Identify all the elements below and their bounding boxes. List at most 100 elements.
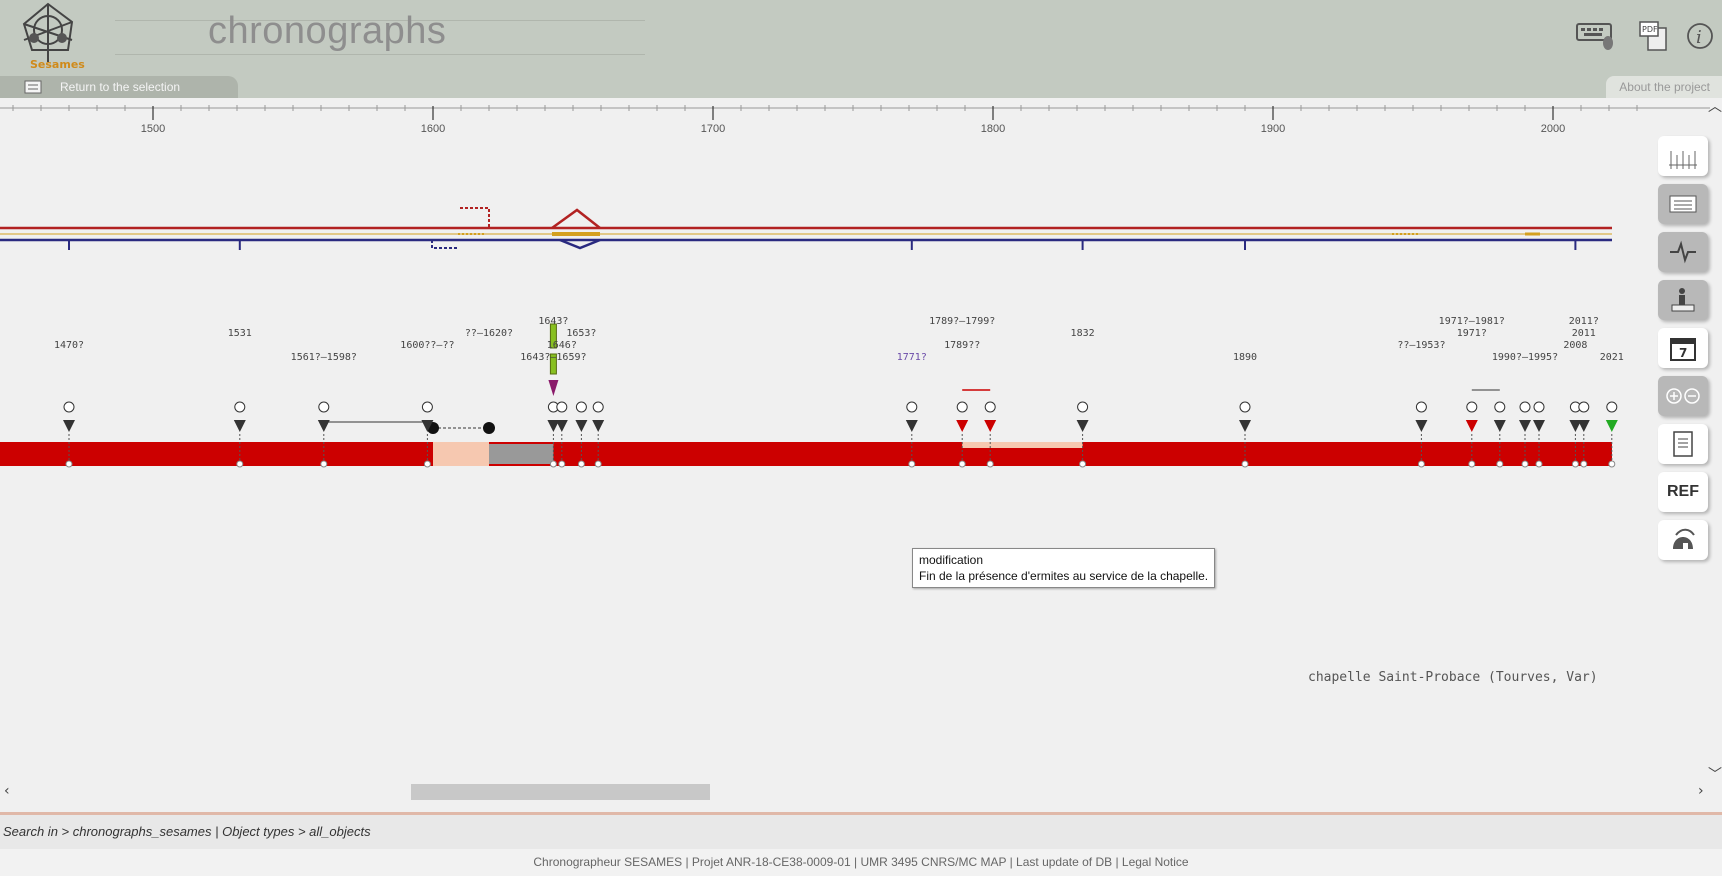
person-bar-button[interactable] bbox=[1658, 280, 1708, 320]
pdf-label: PDF bbox=[1642, 25, 1658, 34]
event-marker bbox=[547, 420, 560, 432]
pulse-chart-button[interactable] bbox=[1658, 232, 1708, 272]
event-label: 1971?–1981? bbox=[1439, 316, 1505, 327]
event-marker bbox=[1493, 420, 1506, 432]
timeline-scale-button[interactable] bbox=[1658, 136, 1708, 176]
timeline-canvas[interactable]: 1500 1600 1700 1800 1900 2000 1470? 1531 1561?–… bbox=[0, 98, 1722, 810]
event-anchor bbox=[320, 460, 328, 468]
event-anchor bbox=[577, 460, 585, 468]
event-anchor bbox=[1571, 460, 1579, 468]
event-anchor bbox=[1535, 460, 1543, 468]
event-label: 1653? bbox=[566, 328, 596, 339]
event-uncertainty-icon bbox=[1415, 401, 1427, 413]
scroll-down-arrow[interactable]: ﹀ bbox=[1708, 767, 1722, 783]
zoom-in-out-icon bbox=[1666, 388, 1700, 404]
event-label: ??–1620? bbox=[465, 328, 513, 339]
person-bar-icon bbox=[1671, 288, 1695, 312]
event-uncertainty-icon bbox=[984, 401, 996, 413]
summary-ticks bbox=[68, 240, 1577, 250]
horizontal-scrollbar[interactable]: ‹ › bbox=[0, 782, 1722, 804]
header: Sesames chronographs PDF i Return to the… bbox=[0, 0, 1722, 98]
info-icon[interactable]: i bbox=[1680, 18, 1720, 54]
event-uncertainty-icon bbox=[575, 401, 587, 413]
axis-tick-label: 1500 bbox=[141, 123, 165, 135]
event-marker bbox=[592, 420, 605, 432]
list-view-icon bbox=[1669, 195, 1697, 213]
pdf-icon[interactable]: PDF bbox=[1634, 18, 1674, 54]
event-label: ??–1953? bbox=[1397, 340, 1445, 351]
timeline-svg[interactable]: 1500 1600 1700 1800 1900 2000 1470? 1531 1561?–… bbox=[0, 98, 1722, 810]
footer-text: Chronographeur SESAMES | Projet ANR-18-C… bbox=[533, 855, 1189, 869]
helmet-button[interactable] bbox=[1658, 520, 1708, 560]
ref-button[interactable]: REF bbox=[1658, 472, 1708, 512]
event-anchor bbox=[1417, 460, 1425, 468]
event-uncertainty-icon bbox=[1519, 401, 1531, 413]
event-label: 2011 bbox=[1572, 328, 1596, 339]
event-anchor bbox=[236, 460, 244, 468]
document-button[interactable] bbox=[1658, 424, 1708, 464]
summary-track bbox=[0, 207, 1612, 250]
event-marker bbox=[1076, 420, 1089, 432]
event-anchor bbox=[1241, 460, 1249, 468]
event-uncertainty-icon bbox=[1606, 401, 1618, 413]
event-circle bbox=[483, 422, 495, 434]
event-label: 1990?–1995? bbox=[1492, 352, 1558, 363]
event-uncertainty-icon bbox=[592, 401, 604, 413]
page-title: chronographs bbox=[208, 10, 447, 52]
document-icon bbox=[1673, 431, 1693, 457]
tooltip-text: Fin de la présence d'ermites au service … bbox=[919, 569, 1209, 583]
event-marker bbox=[1415, 420, 1428, 432]
event-marker bbox=[1239, 420, 1251, 432]
event-anchor bbox=[1468, 460, 1476, 468]
grey-period-bar bbox=[489, 444, 554, 464]
uncertain-period-bar-2 bbox=[962, 442, 1083, 448]
list-view-button[interactable] bbox=[1658, 184, 1708, 224]
search-text: Search in > chronographs_sesames | Objec… bbox=[3, 824, 371, 839]
scrollbar-thumb[interactable] bbox=[411, 784, 710, 800]
event-label: 1789?–1799? bbox=[929, 316, 995, 327]
green-marker bbox=[549, 353, 557, 375]
event-marker bbox=[575, 420, 588, 432]
summary-blue-dots bbox=[431, 240, 458, 249]
scroll-right-arrow[interactable]: › bbox=[1698, 783, 1704, 799]
event-anchor bbox=[958, 460, 966, 468]
calendar-label: 7 bbox=[1679, 346, 1687, 360]
summary-red-mark bbox=[460, 207, 490, 228]
axis-tick-label: 1600 bbox=[421, 123, 445, 135]
event-anchor bbox=[423, 460, 431, 468]
event-uncertainty-icon bbox=[421, 401, 433, 413]
event-uncertainty-icon bbox=[1578, 401, 1590, 413]
info-label: i bbox=[1696, 27, 1702, 48]
scroll-up-arrow[interactable]: ︿ bbox=[1708, 99, 1722, 115]
summary-blue-dip bbox=[559, 238, 601, 250]
axis-tick-label: 1700 bbox=[701, 123, 725, 135]
event-marker bbox=[984, 420, 997, 432]
event-label: 1832 bbox=[1071, 328, 1095, 339]
event-uncertainty-icon bbox=[1077, 401, 1089, 413]
event-marker bbox=[555, 420, 568, 432]
zoom-button[interactable] bbox=[1658, 376, 1708, 416]
axis-tick-label: 1800 bbox=[981, 123, 1005, 135]
event-anchor bbox=[1580, 460, 1588, 468]
event-marker bbox=[233, 420, 246, 432]
event-uncertainty-icon bbox=[956, 401, 968, 413]
event-label: 2008 bbox=[1563, 340, 1587, 351]
purple-marker bbox=[548, 380, 559, 396]
sesames-logo[interactable]: Sesames bbox=[10, 0, 90, 72]
calendar-button[interactable]: 7 bbox=[1658, 328, 1708, 368]
monument-name: chapelle Saint-Probace (Tourves, Var) bbox=[1308, 670, 1598, 685]
scroll-left-arrow[interactable]: ‹ bbox=[4, 783, 10, 799]
keyboard-mouse-icon[interactable] bbox=[1576, 18, 1616, 54]
return-to-selection-tab[interactable]: Return to the selection bbox=[0, 76, 238, 98]
pulse-chart-icon bbox=[1670, 240, 1696, 264]
event-label: 1470? bbox=[54, 340, 84, 351]
footer: Chronographeur SESAMES | Projet ANR-18-C… bbox=[0, 849, 1722, 876]
event-uncertainty-icon bbox=[1239, 401, 1251, 413]
time-axis: 1500 1600 1700 1800 1900 2000 bbox=[0, 105, 1710, 135]
about-project-tab[interactable]: About the project bbox=[1606, 76, 1722, 98]
event-label: 1771? bbox=[897, 352, 927, 363]
return-label: Return to the selection bbox=[60, 80, 181, 94]
event-label: 1643?–1659? bbox=[520, 352, 586, 363]
event-marker bbox=[956, 420, 969, 432]
timeline-scale-icon bbox=[1669, 151, 1697, 169]
